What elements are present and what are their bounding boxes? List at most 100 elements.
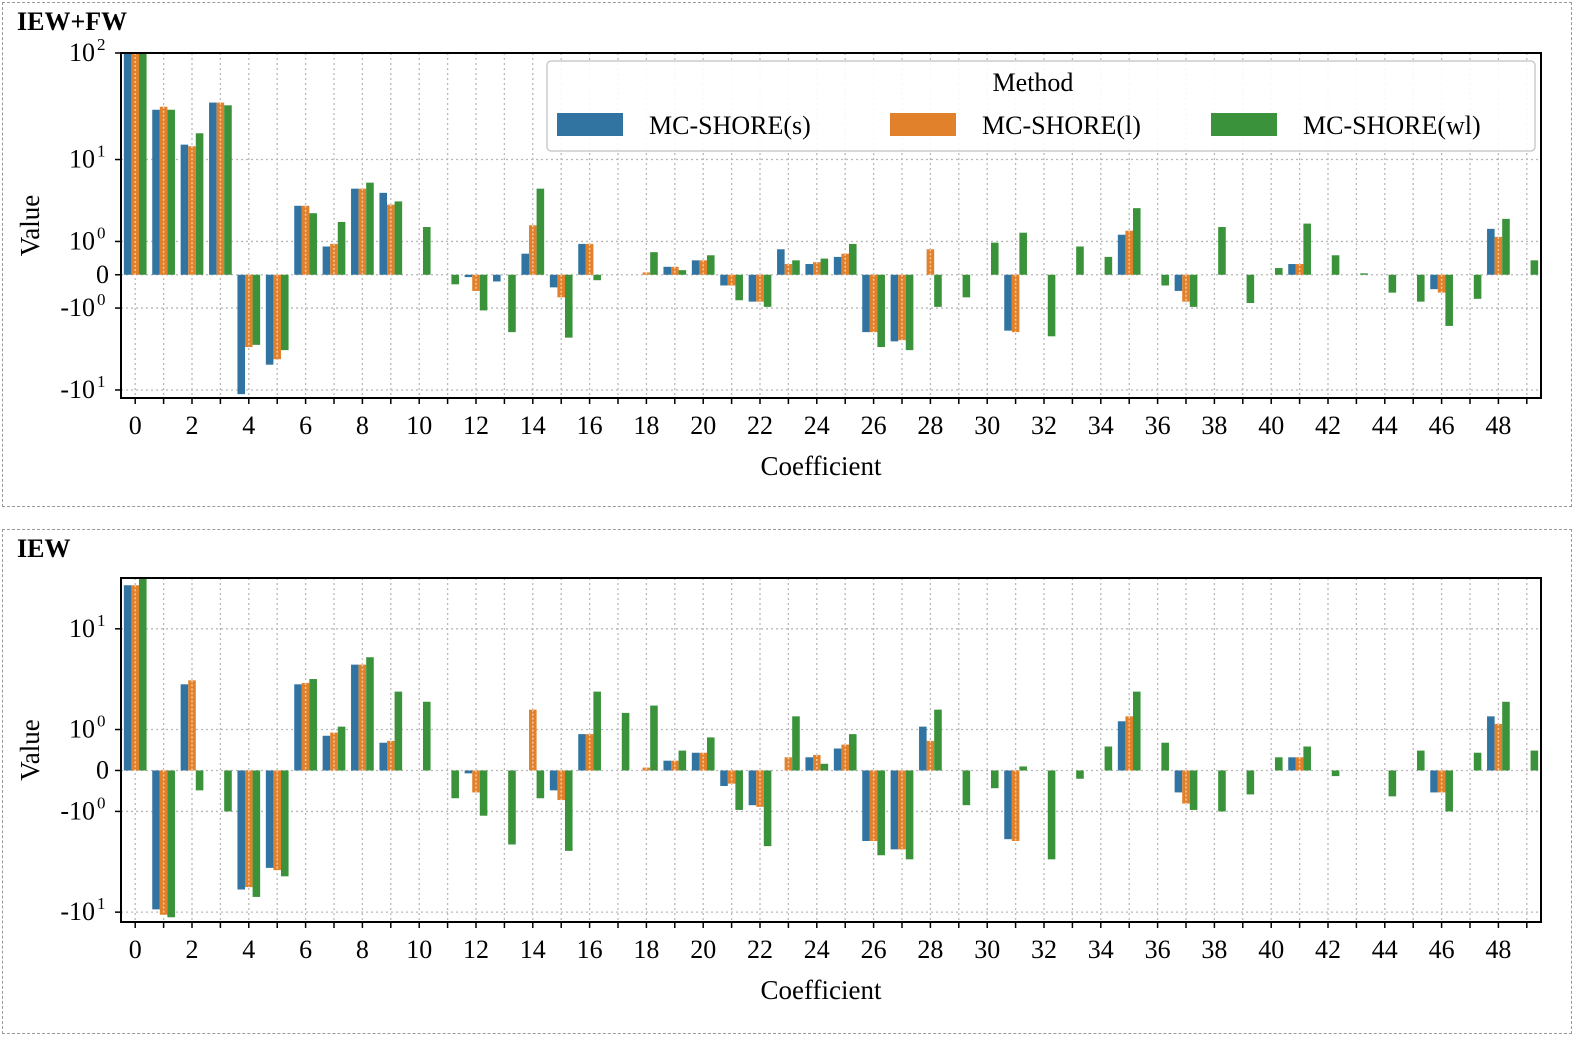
- bar-wl-33: [1076, 770, 1084, 779]
- bar-wl-15: [564, 770, 573, 851]
- bar-l-25: [841, 253, 849, 275]
- bar-wl-40: [1274, 757, 1283, 771]
- x-tick-label: 4: [242, 935, 255, 964]
- x-tick-label: 14: [520, 935, 546, 964]
- bar-wl-37: [1189, 770, 1198, 810]
- bar-s-0: [123, 585, 132, 771]
- y-tick-label: 10: [69, 145, 95, 174]
- bar-s-0: [123, 53, 132, 275]
- bar-l-41: [1295, 757, 1304, 771]
- bar-l-12: [472, 770, 480, 793]
- bar-wl-11: [451, 274, 459, 285]
- x-tick-label: 38: [1201, 935, 1227, 964]
- x-tick-label: 18: [633, 411, 659, 440]
- bar-s-3: [209, 102, 217, 275]
- bar-wl-29: [962, 274, 971, 298]
- x-tick-label: 36: [1145, 411, 1171, 440]
- bar-s-4: [237, 770, 246, 890]
- bar-s-7: [322, 735, 331, 771]
- x-tick-label: 34: [1088, 935, 1114, 964]
- bar-l-19: [671, 266, 679, 275]
- bar-wl-43: [1360, 273, 1368, 275]
- bar-s-28: [919, 726, 927, 771]
- x-axis-label: Coefficient: [761, 975, 882, 1005]
- x-tick-label: 42: [1315, 411, 1341, 440]
- bar-wl-6: [309, 679, 317, 771]
- bar-s-48: [1487, 228, 1495, 275]
- legend: Method MC-SHORE(s) MC-SHORE(l) MC-SHORE(wl): [546, 60, 1536, 152]
- bars: [123, 53, 1539, 395]
- x-tick-label: 46: [1429, 411, 1455, 440]
- bar-s-41: [1288, 264, 1296, 275]
- bar-l-0: [131, 53, 139, 275]
- bar-wl-42: [1331, 255, 1340, 275]
- bar-wl-7: [337, 726, 346, 771]
- bar-wl-26: [877, 274, 885, 348]
- bar-s-35: [1117, 721, 1126, 771]
- bar-s-15: [549, 770, 558, 791]
- bar-wl-35: [1132, 208, 1141, 275]
- bar-wl-1: [167, 770, 175, 918]
- bar-wl-20: [706, 737, 715, 771]
- x-tick-label: 44: [1372, 935, 1398, 964]
- bar-wl-5: [280, 274, 289, 351]
- bar-l-7: [330, 732, 338, 771]
- bar-wl-16: [593, 274, 601, 281]
- bar-s-25: [833, 748, 842, 771]
- bar-s-37: [1174, 274, 1183, 291]
- panel-title: IEW+FW: [17, 7, 128, 36]
- bar-l-22: [756, 770, 764, 807]
- bar-wl-23: [792, 716, 800, 771]
- y-tick-label: 10: [69, 614, 95, 643]
- bar-s-24: [805, 757, 814, 771]
- bar-wl-21: [735, 274, 743, 301]
- bar-wl-47: [1473, 752, 1482, 771]
- bar-l-15: [557, 274, 565, 298]
- x-axis-label: Coefficient: [761, 451, 882, 481]
- bar-wl-39: [1246, 770, 1255, 795]
- bar-s-5: [265, 274, 274, 365]
- y-tick-label: -10: [60, 897, 95, 926]
- bar-wl-7: [337, 221, 346, 275]
- bar-l-48: [1494, 723, 1503, 771]
- bar-l-3: [216, 102, 225, 275]
- y-tick-label: 0: [96, 260, 109, 289]
- x-tick-label: 6: [299, 935, 312, 964]
- bars: [123, 578, 1539, 918]
- bar-l-15: [557, 770, 565, 801]
- bar-wl-39: [1246, 274, 1255, 303]
- y-axis-label: Value: [15, 719, 45, 780]
- bar-wl-21: [735, 770, 743, 810]
- x-tick-label: 8: [356, 411, 369, 440]
- bar-s-20: [691, 752, 700, 771]
- y-axis-label: Value: [15, 195, 45, 256]
- x-tick-label: 48: [1485, 411, 1511, 440]
- bar-wl-42: [1331, 770, 1340, 777]
- bar-l-35: [1125, 230, 1133, 275]
- bar-wl-3: [224, 770, 232, 812]
- y-tick-exponent: 0: [97, 793, 106, 812]
- bar-wl-0: [138, 578, 147, 771]
- bar-l-16: [585, 734, 594, 771]
- legend-swatch: [1211, 113, 1277, 136]
- bar-wl-22: [763, 770, 772, 847]
- bar-l-23: [784, 757, 793, 771]
- bar-l-16: [585, 243, 594, 275]
- bar-chart-iew: 10 110 00-10 0-10 10 2 4 6 8 10 12 14 16 18 20 22 24 26 28…: [15, 577, 1542, 1005]
- bar-wl-12: [479, 274, 488, 311]
- bar-wl-34: [1104, 746, 1113, 771]
- bar-wl-19: [678, 750, 687, 771]
- bar-s-35: [1117, 234, 1126, 275]
- bar-wl-4: [252, 770, 261, 897]
- x-tick-label: 40: [1258, 411, 1284, 440]
- y-tick-label: 0: [96, 755, 109, 784]
- bar-wl-44: [1388, 770, 1397, 797]
- bar-wl-25: [848, 734, 857, 771]
- bar-l-21: [727, 770, 736, 784]
- legend-entry-label: MC-SHORE(s): [649, 111, 811, 140]
- bar-s-5: [265, 770, 274, 868]
- bar-wl-14: [536, 188, 545, 275]
- bar-s-31: [1004, 770, 1012, 840]
- bar-s-2: [180, 684, 189, 771]
- bar-s-15: [549, 274, 558, 288]
